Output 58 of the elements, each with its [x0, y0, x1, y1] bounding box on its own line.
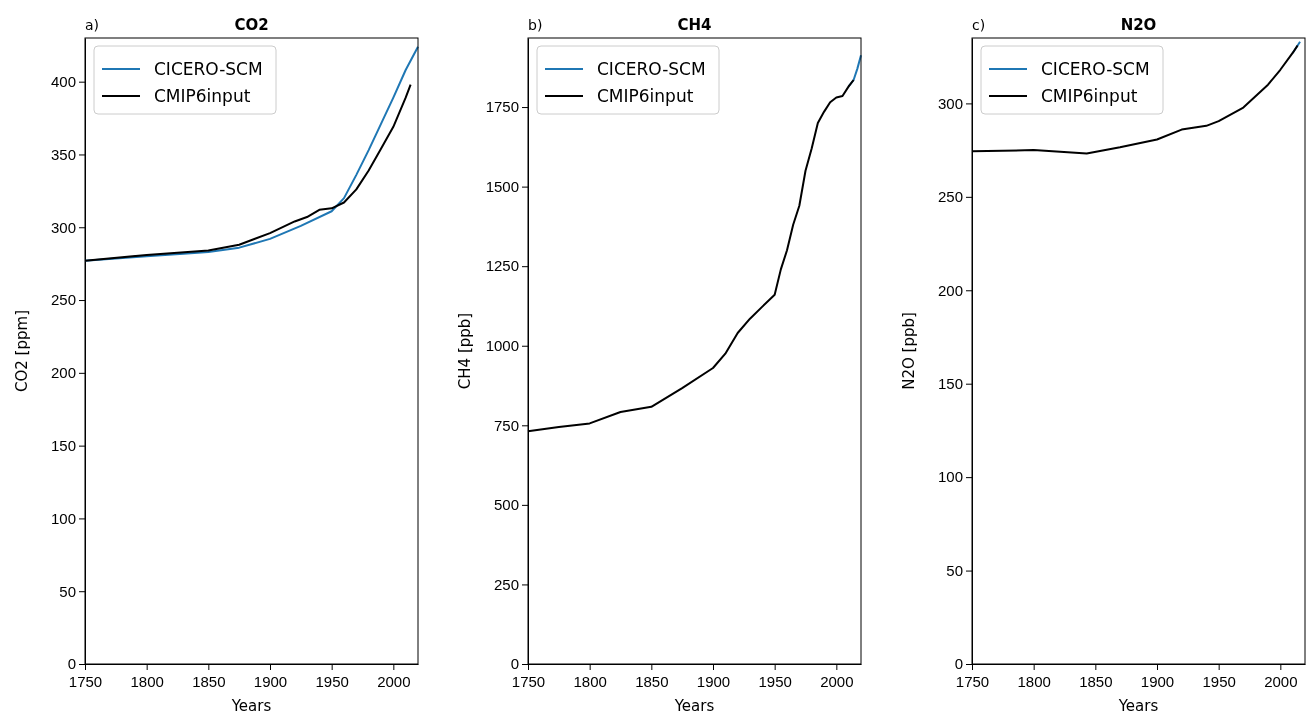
legend-label: CMIP6input [154, 86, 251, 106]
y-tick-label: 1750 [485, 98, 519, 116]
text: b) [528, 17, 543, 33]
y-tick-label: 350 [50, 145, 76, 163]
y-tick-label: 50 [946, 561, 963, 579]
x-tick-label: 1950 [315, 672, 349, 690]
y-tick-label: 300 [937, 94, 963, 112]
y-tick-label: 250 [493, 575, 519, 593]
legend-label: CMIP6input [597, 86, 694, 106]
x-tick-label: 1800 [130, 672, 164, 690]
legend-label: CICERO-SCM [1041, 59, 1150, 79]
y-axis-title: CH4 [ppb] [456, 312, 474, 390]
y-tick-label: 1000 [485, 337, 519, 355]
legend-label: CICERO-SCM [597, 59, 706, 79]
y-tick-label: 250 [937, 188, 963, 206]
x-tick-label: 1800 [573, 672, 607, 690]
x-tick-label: 1750 [511, 672, 546, 690]
chart-title: CH4 [677, 16, 712, 34]
x-tick-label: 1950 [1202, 672, 1236, 690]
y-tick-label: 150 [937, 375, 963, 392]
y-tick-label: 0 [510, 655, 519, 673]
x-tick-label: 1800 [1017, 672, 1051, 690]
y-tick-label: 250 [50, 291, 76, 309]
y-tick-label: 150 [50, 436, 76, 454]
x-tick-label: 1850 [1079, 672, 1113, 690]
x-tick-label: 2000 [377, 672, 411, 690]
y-axis-title: N2O [ppb] [900, 312, 918, 390]
x-axis-title: Years [230, 697, 272, 713]
x-tick-label: 1850 [635, 672, 669, 690]
chart-title: N2O [1120, 16, 1157, 34]
y-tick-label: 100 [50, 509, 76, 527]
y-tick-label: 200 [50, 364, 76, 382]
x-axis-title: Years [673, 697, 715, 713]
text: a) [85, 17, 100, 33]
legend-label: CMIP6input [1041, 86, 1138, 106]
y-tick-label: 0 [954, 655, 963, 673]
y-tick-label: 300 [50, 218, 76, 236]
y-tick-label: 1250 [485, 257, 519, 275]
y-tick-label: 100 [937, 468, 963, 486]
x-tick-label: 2000 [820, 672, 854, 690]
y-tick-label: 0 [67, 655, 76, 673]
y-tick-label: 750 [493, 416, 519, 434]
text: c) [972, 17, 986, 33]
legend-label: CICERO-SCM [154, 59, 263, 79]
x-tick-label: 1900 [253, 672, 288, 690]
x-tick-label: 1850 [192, 672, 226, 690]
x-tick-label: 1900 [696, 672, 731, 690]
x-axis-title: Years [1117, 697, 1159, 713]
y-axis-title: CO2 [ppm] [13, 310, 31, 392]
chart-title: CO2 [234, 16, 269, 34]
y-tick-label: 1500 [485, 177, 519, 195]
x-tick-label: 1950 [758, 672, 792, 690]
y-tick-label: 50 [59, 582, 76, 600]
x-tick-label: 2000 [1264, 672, 1298, 690]
y-tick-label: 200 [937, 281, 963, 299]
y-tick-label: 400 [50, 72, 76, 90]
x-tick-label: 1900 [1140, 672, 1175, 690]
y-tick-label: 500 [493, 496, 519, 514]
